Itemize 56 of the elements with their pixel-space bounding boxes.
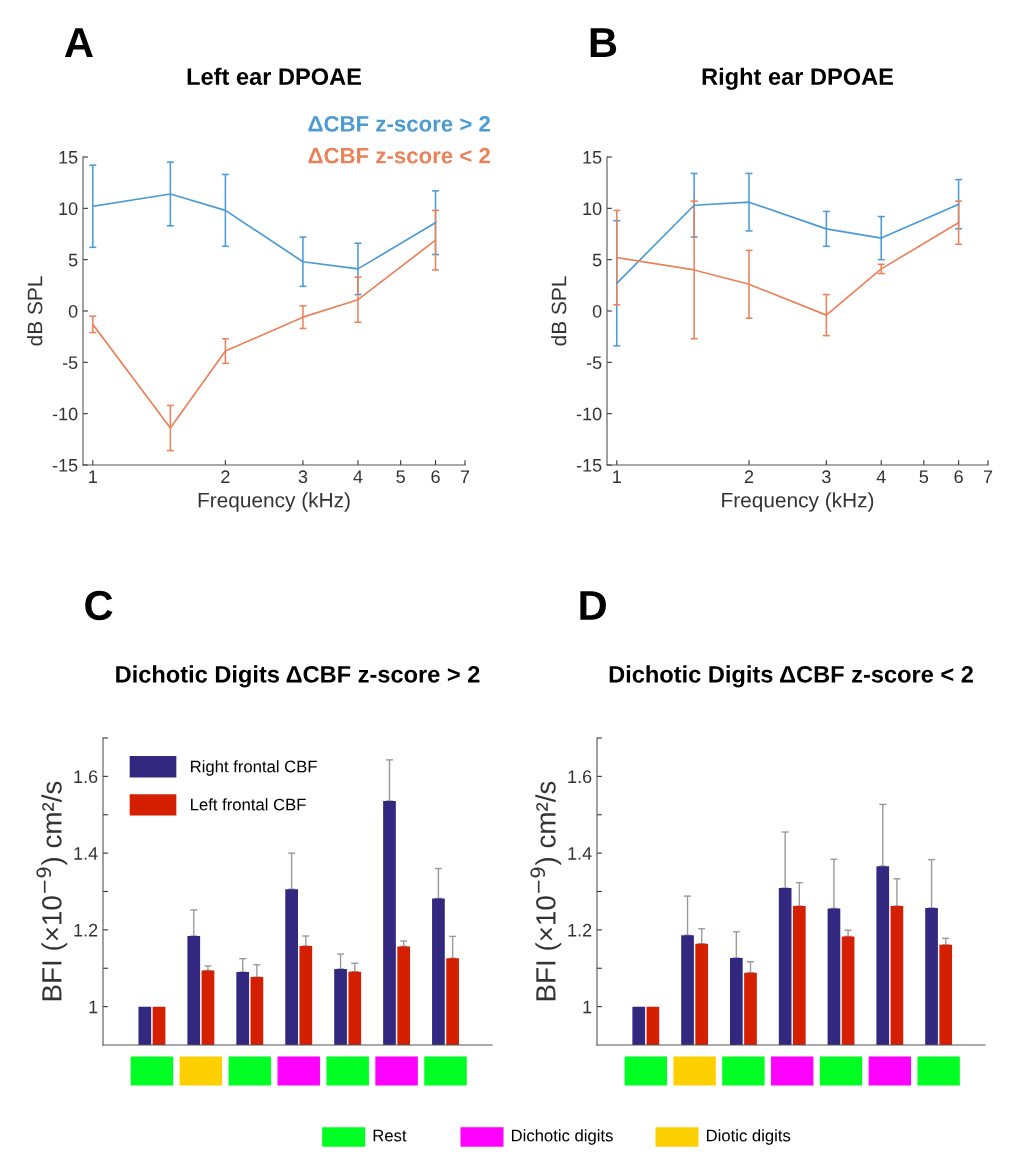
x-tick-label: 4 <box>353 470 363 483</box>
y-tick-label: 5 <box>592 253 602 267</box>
text: ΔCBF z-score < 2 <box>308 147 490 164</box>
x-axis-title: Frequency (kHz) <box>722 492 874 512</box>
y-axis-title: BFI (×10$^{−9}$) cm²/s <box>530 781 562 1001</box>
y-tick-label: 1 <box>583 1000 592 1014</box>
y-tick-label: 0 <box>592 304 602 318</box>
y-tick-label: -5 <box>586 356 602 370</box>
text: D <box>580 591 606 620</box>
text: A <box>64 28 93 57</box>
y-tick-label: -10 <box>576 407 602 421</box>
legend-label: Right frontal CBF <box>191 760 317 776</box>
y-axis-title: BFI (×10$^{−9}$) cm²/s <box>36 781 68 1001</box>
y-tick-label: 1 <box>89 1000 98 1014</box>
x-tick-label: 2 <box>744 470 754 483</box>
category-label: Diotic digits <box>706 1129 791 1145</box>
y-tick-label: 10 <box>59 202 78 216</box>
chart-title: Dichotic Digits ΔCBF z-score < 2 <box>609 665 973 688</box>
y-tick-label: -15 <box>576 459 602 472</box>
x-axis-title: Frequency (kHz) <box>198 492 350 512</box>
y-tick-label: -15 <box>52 459 78 472</box>
y-tick-label: 1.6 <box>568 770 592 784</box>
y-tick-label: 1.2 <box>568 923 592 937</box>
y-tick-label: 1.2 <box>74 923 98 937</box>
x-tick-label: 7 <box>983 470 993 483</box>
text: B <box>590 28 617 57</box>
chart-title: Right ear DPOAE <box>702 67 894 90</box>
x-tick-label: 1 <box>613 470 621 483</box>
text: C <box>85 590 113 621</box>
y-tick-label: 10 <box>583 202 602 216</box>
x-tick-label: 7 <box>460 470 470 483</box>
chart-title: Left ear DPOAE <box>187 67 361 86</box>
y-tick-label: -10 <box>52 407 78 421</box>
y-tick-label: 5 <box>68 253 78 267</box>
y-tick-label: 15 <box>59 151 78 164</box>
y-tick-label: -5 <box>62 356 78 370</box>
y-tick-label: 1.4 <box>74 847 98 860</box>
text: ΔCBF z-score > 2 <box>308 115 490 132</box>
category-label: Rest <box>373 1129 407 1142</box>
y-tick-label: 1.4 <box>568 847 592 860</box>
y-tick-label: 0 <box>68 304 78 318</box>
category-label: Dichotic digits <box>511 1129 613 1145</box>
x-tick-label: 6 <box>954 470 963 484</box>
x-tick-label: 3 <box>822 470 831 484</box>
x-tick-label: 5 <box>919 470 929 484</box>
x-tick-label: 5 <box>396 470 405 484</box>
x-tick-label: 6 <box>431 470 440 484</box>
x-tick-label: 4 <box>876 470 886 483</box>
chart-title: Dichotic Digits ΔCBF z-score > 2 <box>116 665 480 688</box>
y-axis-title: dB SPL <box>551 276 567 346</box>
legend-label: Left frontal CBF <box>191 798 306 811</box>
y-tick-label: 15 <box>583 151 602 164</box>
y-tick-label: 1.6 <box>74 770 98 784</box>
x-tick-label: 2 <box>221 470 230 483</box>
y-axis-title: dB SPL <box>27 276 43 346</box>
x-tick-label: 3 <box>298 470 308 484</box>
